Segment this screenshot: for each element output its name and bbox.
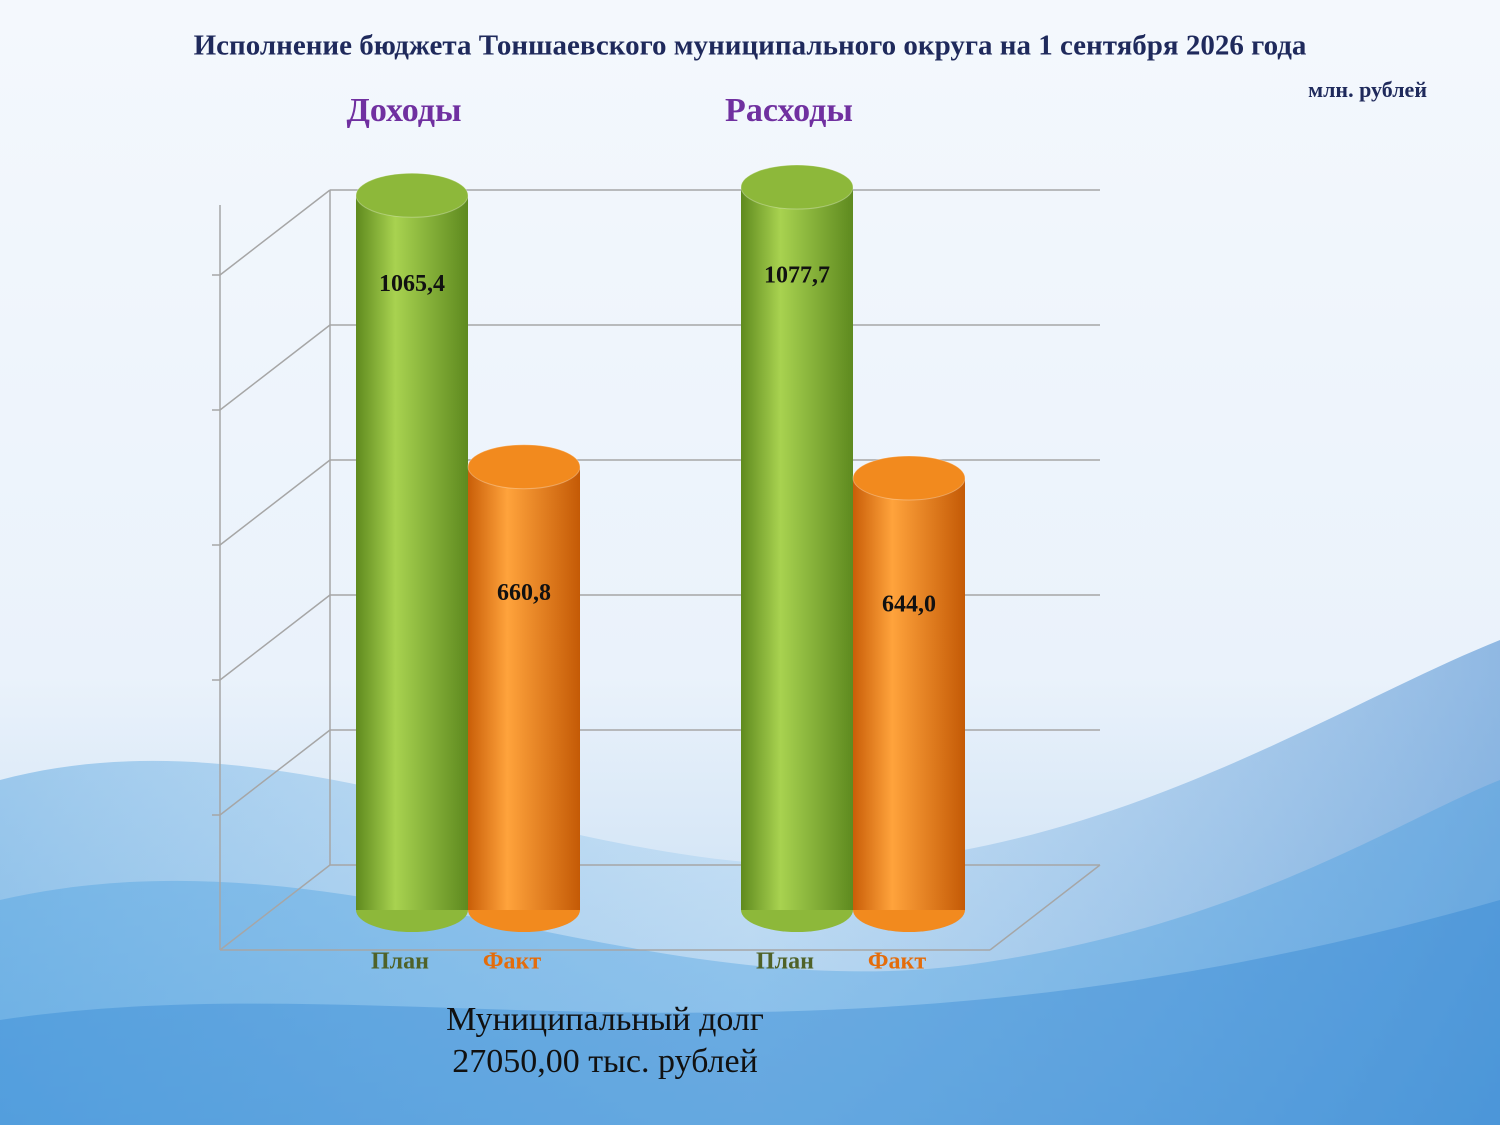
series-label: План xyxy=(371,949,429,975)
background-wave xyxy=(0,780,1500,1125)
grid-line xyxy=(219,324,331,411)
debt-annotation: 27050,00 тыс. рублей xyxy=(452,1043,758,1080)
grid-line xyxy=(219,459,331,546)
category-label: Доходы xyxy=(346,92,461,129)
chart-title: Исполнение бюджета Тоншаевского муниципа… xyxy=(194,30,1307,62)
value-label: 644,0 xyxy=(882,591,936,617)
series-label: План xyxy=(756,949,814,975)
bar xyxy=(741,187,853,911)
value-label: 660,8 xyxy=(497,580,551,606)
bar xyxy=(356,195,468,910)
bar xyxy=(853,477,965,910)
grid-line xyxy=(219,594,331,681)
cylinder-top xyxy=(467,444,581,490)
cylinder-top xyxy=(355,172,469,218)
series-label: Факт xyxy=(868,949,926,975)
bar xyxy=(468,466,580,910)
grid-line xyxy=(219,189,331,276)
cylinder-top xyxy=(740,164,854,210)
background-wave xyxy=(0,900,1500,1125)
grid-line xyxy=(219,729,331,816)
value-label: 1065,4 xyxy=(379,271,445,297)
cylinder-top xyxy=(852,455,966,501)
series-label: Факт xyxy=(483,949,541,975)
category-label: Расходы xyxy=(725,92,853,129)
value-label: 1077,7 xyxy=(764,263,830,289)
debt-annotation: Муниципальный долг xyxy=(446,1001,764,1038)
unit-label: млн. рублей xyxy=(1308,77,1427,102)
